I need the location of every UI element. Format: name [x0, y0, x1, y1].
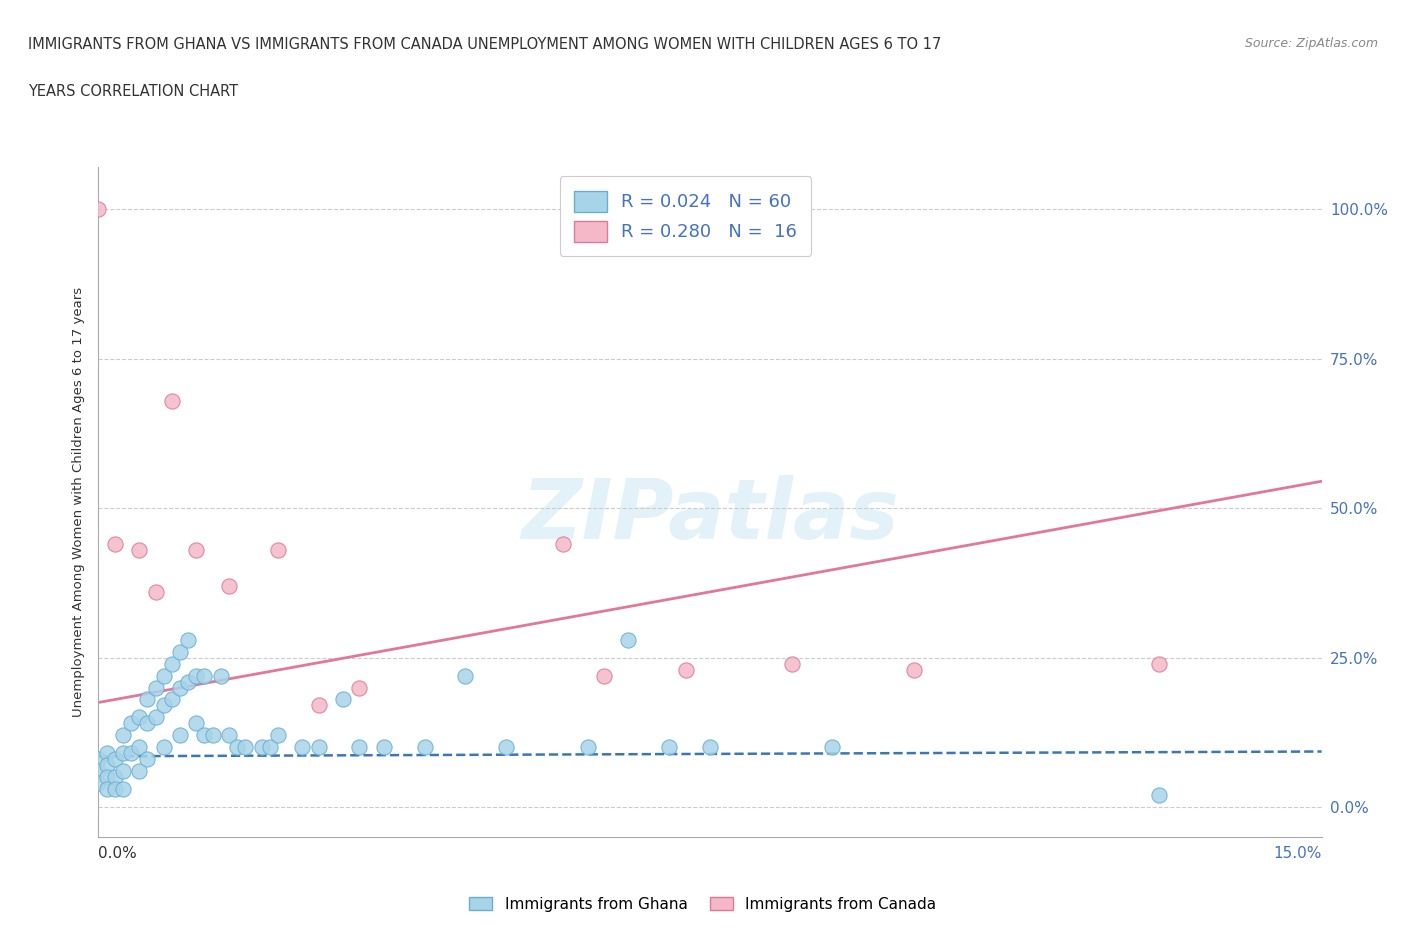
- Point: [104, 770, 127, 785]
- Point: [87, 202, 110, 217]
- Point: [177, 674, 200, 689]
- Point: [136, 751, 159, 766]
- Y-axis label: Unemployment Among Women with Children Ages 6 to 17 years: Unemployment Among Women with Children A…: [72, 287, 86, 717]
- Point: [145, 680, 167, 695]
- Point: [186, 716, 208, 731]
- Point: [111, 746, 134, 761]
- Point: [104, 782, 127, 797]
- Point: [267, 542, 290, 557]
- Point: [120, 746, 142, 761]
- Legend: R = 0.024   N = 60, R = 0.280   N =  16: R = 0.024 N = 60, R = 0.280 N = 16: [560, 177, 811, 256]
- Point: [96, 758, 118, 773]
- Point: [104, 537, 127, 551]
- Point: [160, 692, 183, 707]
- Point: [593, 668, 616, 683]
- Point: [160, 657, 183, 671]
- Point: [553, 537, 575, 551]
- Point: [903, 662, 925, 677]
- Point: [111, 782, 134, 797]
- Point: [291, 740, 314, 755]
- Point: [136, 716, 159, 731]
- Point: [152, 698, 174, 713]
- Point: [250, 740, 273, 755]
- Point: [87, 751, 110, 766]
- Point: [96, 770, 118, 785]
- Point: [128, 710, 150, 724]
- Point: [259, 740, 281, 755]
- Point: [145, 710, 167, 724]
- Point: [821, 740, 844, 755]
- Point: [152, 668, 174, 683]
- Point: [169, 728, 191, 743]
- Point: [209, 668, 232, 683]
- Point: [576, 740, 599, 755]
- Point: [87, 764, 110, 778]
- Point: [495, 740, 517, 755]
- Point: [308, 740, 330, 755]
- Point: [1147, 657, 1170, 671]
- Point: [186, 668, 208, 683]
- Point: [1147, 788, 1170, 803]
- Point: [169, 680, 191, 695]
- Point: [186, 542, 208, 557]
- Point: [413, 740, 436, 755]
- Point: [145, 584, 167, 599]
- Text: 15.0%: 15.0%: [1274, 846, 1322, 861]
- Point: [308, 698, 330, 713]
- Point: [128, 764, 150, 778]
- Point: [349, 680, 371, 695]
- Point: [160, 393, 183, 408]
- Point: [136, 692, 159, 707]
- Point: [699, 740, 721, 755]
- Legend: Immigrants from Ghana, Immigrants from Canada: Immigrants from Ghana, Immigrants from C…: [464, 890, 942, 918]
- Point: [658, 740, 681, 755]
- Point: [373, 740, 395, 755]
- Point: [152, 740, 174, 755]
- Point: [218, 728, 240, 743]
- Point: [349, 740, 371, 755]
- Point: [111, 764, 134, 778]
- Point: [87, 776, 110, 790]
- Point: [128, 740, 150, 755]
- Point: [780, 657, 803, 671]
- Text: 0.0%: 0.0%: [98, 846, 138, 861]
- Text: Source: ZipAtlas.com: Source: ZipAtlas.com: [1244, 37, 1378, 50]
- Point: [128, 542, 150, 557]
- Point: [193, 668, 215, 683]
- Point: [169, 644, 191, 659]
- Point: [177, 632, 200, 647]
- Point: [226, 740, 249, 755]
- Point: [617, 632, 640, 647]
- Point: [201, 728, 224, 743]
- Point: [233, 740, 256, 755]
- Point: [332, 692, 354, 707]
- Point: [111, 728, 134, 743]
- Point: [267, 728, 290, 743]
- Point: [193, 728, 215, 743]
- Text: IMMIGRANTS FROM GHANA VS IMMIGRANTS FROM CANADA UNEMPLOYMENT AMONG WOMEN WITH CH: IMMIGRANTS FROM GHANA VS IMMIGRANTS FROM…: [28, 37, 942, 52]
- Point: [104, 751, 127, 766]
- Point: [218, 578, 240, 593]
- Text: ZIPatlas: ZIPatlas: [522, 475, 898, 556]
- Point: [96, 782, 118, 797]
- Text: YEARS CORRELATION CHART: YEARS CORRELATION CHART: [28, 84, 238, 99]
- Point: [675, 662, 697, 677]
- Point: [120, 716, 142, 731]
- Point: [96, 746, 118, 761]
- Point: [454, 668, 477, 683]
